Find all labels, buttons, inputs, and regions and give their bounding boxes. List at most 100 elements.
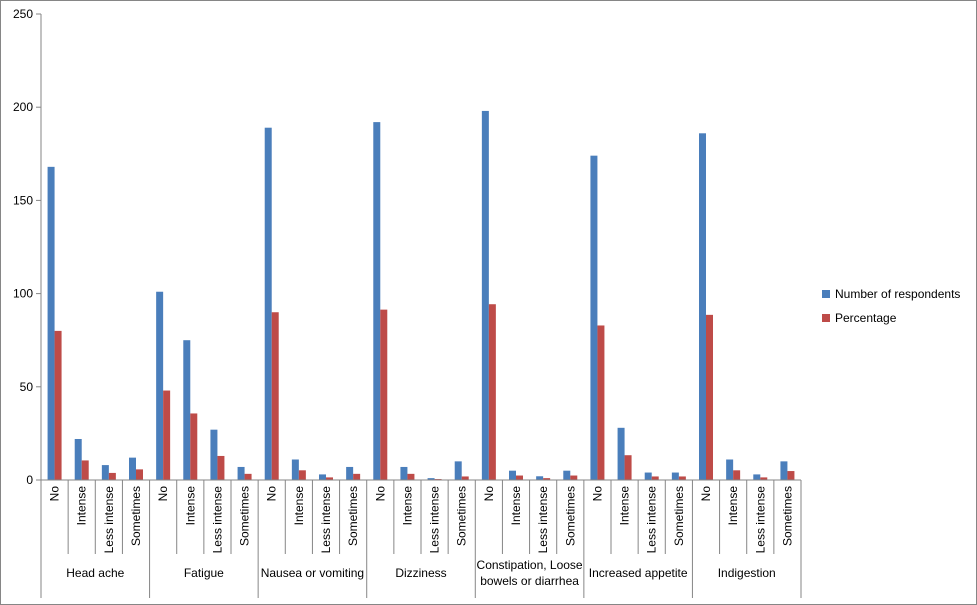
bar-respondents bbox=[319, 474, 326, 480]
bar-percentage bbox=[81, 460, 89, 480]
bar-respondents bbox=[373, 122, 381, 480]
bar-percentage bbox=[190, 413, 198, 480]
bar-percentage bbox=[706, 314, 713, 480]
legend-swatch-respondents bbox=[822, 290, 830, 298]
x-tick-label: Intense bbox=[509, 486, 523, 526]
y-tick-label: 150 bbox=[13, 193, 33, 207]
bar-respondents bbox=[699, 133, 706, 480]
group-label: Head ache bbox=[66, 566, 124, 580]
group-label: Dizziness bbox=[395, 566, 446, 580]
bar-percentage bbox=[326, 477, 333, 480]
bar-percentage bbox=[163, 390, 171, 480]
bar-respondents bbox=[74, 438, 82, 480]
bar-percentage bbox=[651, 476, 659, 480]
bar-respondents bbox=[753, 474, 761, 480]
x-tick-label: Intense bbox=[618, 486, 632, 526]
legend-item-percentage: Percentage bbox=[822, 306, 960, 330]
bar-percentage bbox=[733, 470, 741, 480]
x-tick-label: No bbox=[482, 486, 496, 502]
x-tick-label: Intense bbox=[183, 486, 197, 526]
bar-respondents bbox=[400, 466, 408, 480]
bar-respondents bbox=[617, 427, 625, 480]
bar-percentage bbox=[543, 478, 551, 480]
bar-respondents bbox=[726, 459, 734, 480]
group-label: Constipation, Loose bowels or diarrhea bbox=[477, 558, 583, 588]
bar-percentage bbox=[488, 304, 496, 480]
bar-respondents bbox=[536, 476, 544, 480]
group-label: Fatigue bbox=[184, 566, 224, 580]
x-tick-label: No bbox=[590, 486, 604, 502]
bar-respondents bbox=[427, 478, 435, 480]
bar-respondents bbox=[780, 461, 788, 480]
x-tick-label: Intense bbox=[292, 486, 306, 526]
x-tick-label: Intense bbox=[75, 486, 89, 526]
x-tick-label: Intense bbox=[400, 486, 414, 526]
bar-percentage bbox=[787, 471, 795, 480]
bar-percentage bbox=[108, 472, 116, 480]
x-tick-label: Less intense bbox=[210, 486, 224, 554]
bar-percentage bbox=[760, 477, 768, 480]
bar-percentage bbox=[570, 475, 578, 480]
bar-percentage bbox=[597, 325, 605, 480]
y-tick-label: 50 bbox=[20, 380, 34, 394]
bar-percentage bbox=[461, 476, 469, 480]
x-tick-label: Intense bbox=[726, 486, 740, 526]
x-tick-label: Sometimes bbox=[346, 486, 360, 546]
x-tick-label: Less intense bbox=[645, 486, 659, 554]
x-tick-label: Sometimes bbox=[455, 486, 469, 546]
group-label: Indigestion bbox=[718, 566, 776, 580]
x-tick-label: Sometimes bbox=[672, 486, 686, 546]
x-tick-label: Less intense bbox=[102, 486, 116, 554]
x-tick-label: Sometimes bbox=[238, 486, 252, 546]
legend-label-respondents: Number of respondents bbox=[835, 287, 961, 301]
bar-percentage bbox=[380, 309, 388, 480]
bar-respondents bbox=[210, 429, 218, 480]
bar-respondents bbox=[291, 459, 299, 480]
bar-percentage bbox=[516, 475, 523, 480]
x-tick-label: No bbox=[265, 486, 279, 502]
bar-respondents bbox=[47, 166, 55, 480]
y-tick-label: 100 bbox=[13, 287, 33, 301]
bar-percentage bbox=[407, 473, 415, 480]
bar-respondents bbox=[671, 472, 679, 480]
x-tick-label: Less intense bbox=[536, 486, 550, 554]
x-tick-label: Sometimes bbox=[780, 486, 794, 546]
y-tick-label: 200 bbox=[13, 100, 33, 114]
bar-percentage bbox=[271, 312, 279, 480]
y-tick-label: 0 bbox=[26, 473, 33, 487]
y-tick-label: 250 bbox=[13, 7, 33, 21]
x-tick-label: No bbox=[373, 486, 387, 502]
x-tick-label: Sometimes bbox=[129, 486, 143, 546]
bar-respondents bbox=[101, 465, 109, 480]
bar-percentage bbox=[217, 455, 225, 480]
bar-respondents bbox=[129, 457, 136, 480]
bar-respondents bbox=[156, 291, 164, 480]
bar-respondents bbox=[590, 155, 598, 480]
y-axis: 0 50 100 150 200 250 bbox=[13, 7, 42, 487]
legend: Number of respondents Percentage bbox=[822, 282, 960, 330]
bar-respondents bbox=[563, 470, 571, 480]
bar-respondents bbox=[346, 466, 354, 480]
x-tick-label: No bbox=[48, 486, 62, 502]
legend-item-respondents: Number of respondents bbox=[822, 282, 960, 306]
x-tick-label: No bbox=[156, 486, 170, 502]
bar-percentage bbox=[298, 470, 306, 480]
bar-respondents bbox=[454, 461, 462, 480]
bar-percentage bbox=[353, 473, 361, 480]
bar-percentage bbox=[244, 473, 252, 480]
bar-percentage bbox=[624, 455, 632, 480]
x-tick-label: Less intense bbox=[319, 486, 333, 554]
bar-respondents bbox=[509, 470, 516, 480]
x-tick-label: No bbox=[699, 486, 713, 502]
bar-respondents bbox=[183, 340, 191, 480]
bar-respondents bbox=[237, 466, 245, 480]
group-label: Nausea or vomiting bbox=[261, 566, 364, 580]
bars bbox=[47, 110, 795, 480]
bar-respondents bbox=[481, 110, 489, 480]
bar-percentage bbox=[136, 469, 143, 480]
legend-swatch-percentage bbox=[822, 314, 830, 322]
group-label: Increased appetite bbox=[589, 566, 688, 580]
x-tick-label: Less intense bbox=[428, 486, 442, 554]
bar-percentage bbox=[678, 476, 686, 480]
